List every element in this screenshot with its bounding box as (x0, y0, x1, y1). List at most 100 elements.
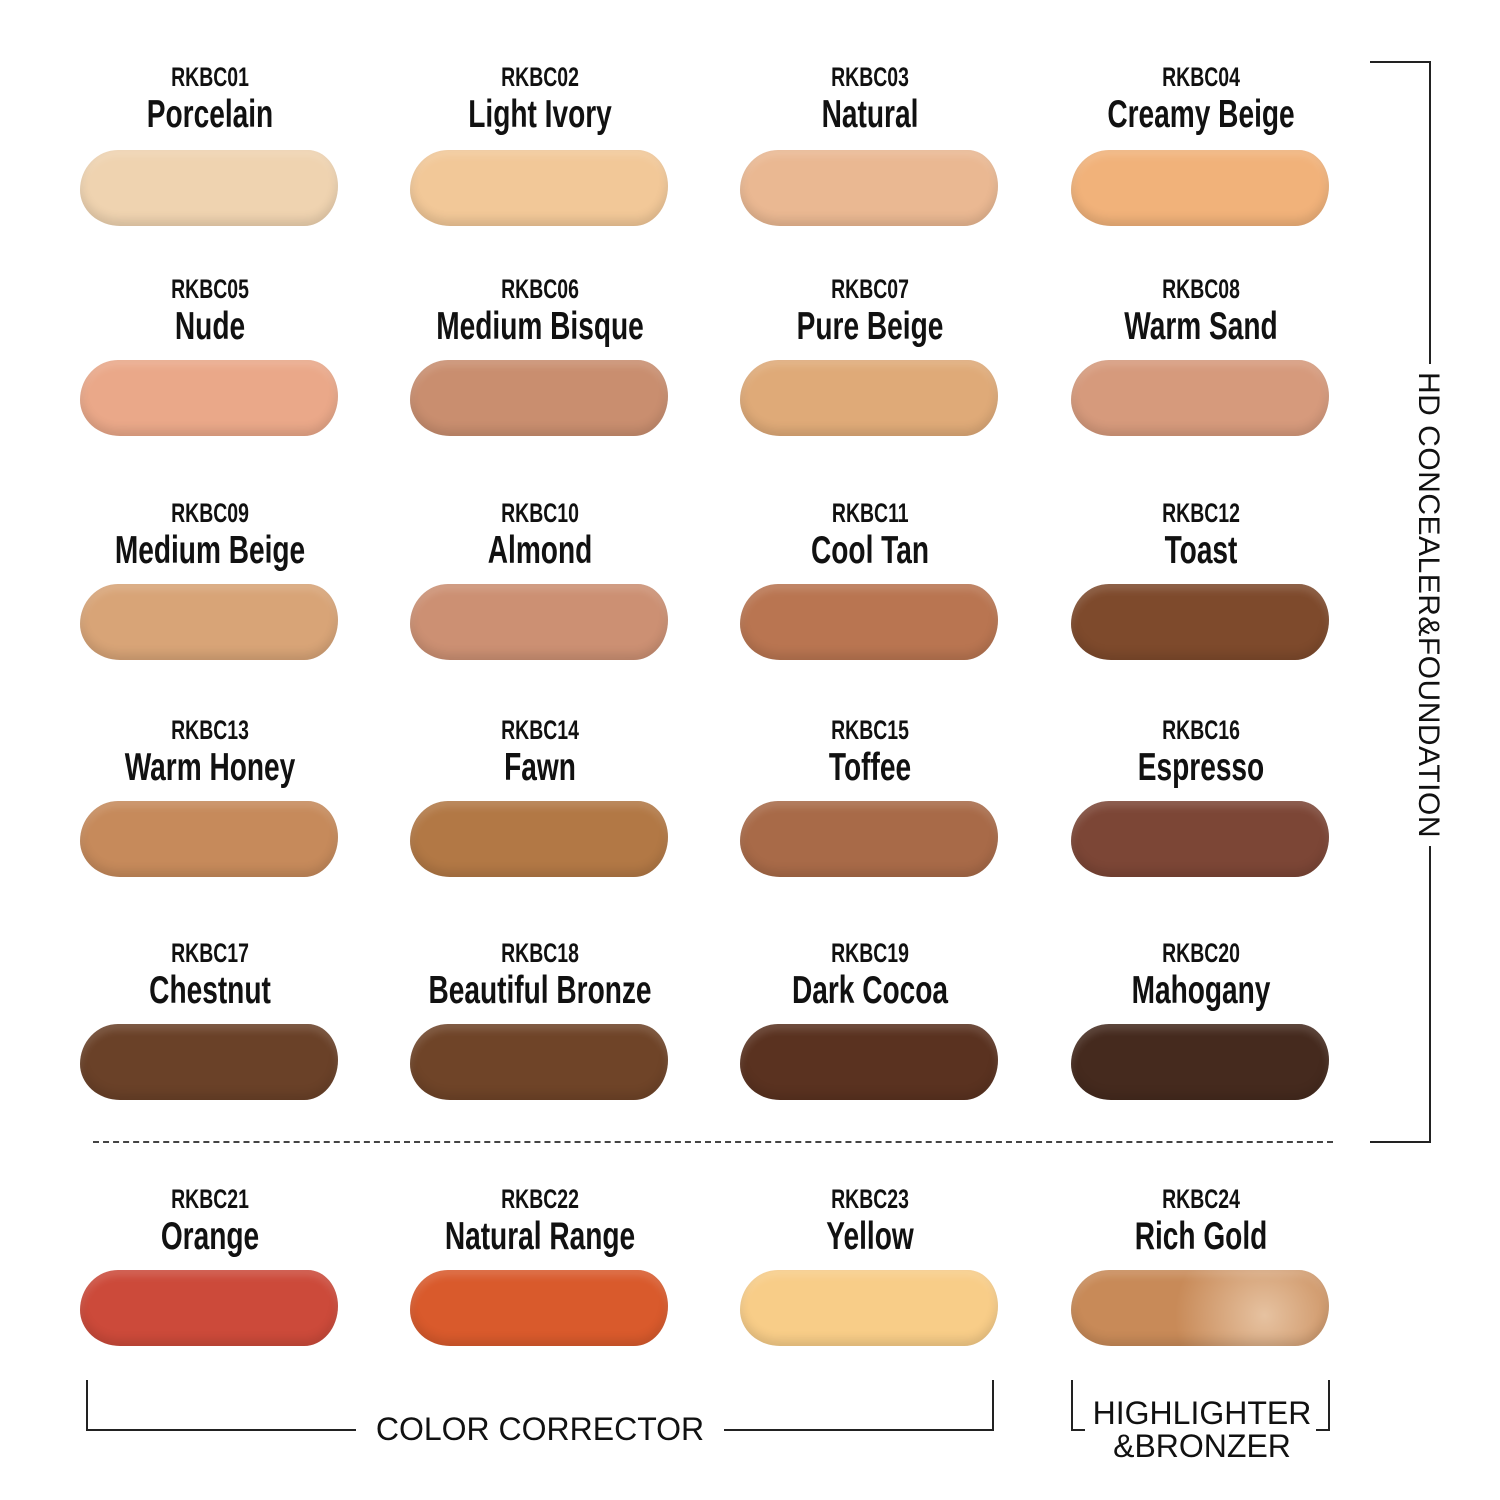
swatch-item: RKBC17 Chestnut (50, 938, 370, 1100)
shade-code: RKBC08 (1162, 274, 1240, 304)
color-swatch (410, 584, 668, 660)
highlighter-group-label: HIGHLIGHTER &BRONZER (1080, 1397, 1324, 1463)
shade-name: Dark Cocoa (791, 969, 949, 1012)
shade-code: RKBC07 (831, 274, 909, 304)
color-swatch (1071, 1024, 1329, 1100)
shade-code: RKBC15 (831, 715, 909, 745)
color-swatch (740, 150, 998, 226)
shade-code: RKBC06 (501, 274, 579, 304)
shade-name: Orange (160, 1215, 260, 1258)
swatch-item: RKBC18 Beautiful Bronze (380, 938, 700, 1100)
shade-name: Pure Beige (796, 305, 944, 348)
swatch-item: RKBC02 Light Ivory (380, 62, 700, 226)
color-swatch (740, 360, 998, 436)
color-swatch (410, 360, 668, 436)
shade-code: RKBC21 (171, 1184, 249, 1214)
shade-code: RKBC20 (1162, 938, 1240, 968)
shade-name: Creamy Beige (1107, 93, 1295, 136)
section-divider (93, 1141, 1333, 1143)
swatch-item: RKBC12 Toast (1041, 498, 1361, 660)
swatch-item: RKBC20 Mahogany (1041, 938, 1361, 1100)
color-swatch (1071, 584, 1329, 660)
shade-code: RKBC11 (831, 498, 909, 528)
shade-code: RKBC22 (501, 1184, 579, 1214)
shade-name: Warm Honey (124, 746, 296, 789)
shade-name: Porcelain (146, 93, 274, 136)
color-swatch (80, 584, 338, 660)
shade-code: RKBC05 (171, 274, 249, 304)
swatch-item: RKBC11 Cool Tan (710, 498, 1030, 660)
corrector-group-label: COLOR CORRECTOR (375, 1411, 705, 1447)
shade-code: RKBC18 (501, 938, 579, 968)
bracket-line (992, 1380, 994, 1431)
shade-code: RKBC04 (1162, 62, 1240, 92)
swatch-item: RKBC03 Natural (710, 62, 1030, 226)
shade-code: RKBC17 (171, 938, 249, 968)
bracket-line (1071, 1380, 1073, 1431)
shade-code: RKBC12 (1162, 498, 1240, 528)
shade-name: Toast (1164, 529, 1238, 572)
swatch-item: RKBC01 Porcelain (50, 62, 370, 226)
shade-code: RKBC14 (501, 715, 579, 745)
swatch-item: RKBC04 Creamy Beige (1041, 62, 1361, 226)
swatch-item: RKBC05 Nude (50, 274, 370, 436)
shade-name: Natural Range (444, 1215, 636, 1258)
shade-name: Medium Beige (114, 529, 306, 572)
shade-name: Warm Sand (1124, 305, 1278, 348)
shade-name: Nude (174, 305, 246, 348)
shade-name: Espresso (1137, 746, 1265, 789)
swatch-item: RKBC19 Dark Cocoa (710, 938, 1030, 1100)
bracket-line (1316, 1429, 1330, 1431)
swatch-item: RKBC06 Medium Bisque (380, 274, 700, 436)
swatch-item: RKBC09 Medium Beige (50, 498, 370, 660)
shade-name: Light Ivory (468, 93, 612, 136)
shade-code: RKBC02 (501, 62, 579, 92)
shade-code: RKBC01 (171, 62, 249, 92)
shade-name: Rich Gold (1134, 1215, 1268, 1258)
color-swatch (410, 1024, 668, 1100)
color-swatch (80, 1270, 338, 1346)
color-swatch (410, 801, 668, 877)
swatch-item: RKBC22 Natural Range (380, 1184, 700, 1346)
color-swatch (80, 360, 338, 436)
bracket-line (86, 1380, 88, 1431)
shade-name: Mahogany (1131, 969, 1271, 1012)
color-swatch (410, 1270, 668, 1346)
shade-name: Chestnut (149, 969, 271, 1012)
swatch-item: RKBC07 Pure Beige (710, 274, 1030, 436)
color-swatch (740, 801, 998, 877)
shade-code: RKBC23 (831, 1184, 909, 1214)
bracket-line (1370, 1141, 1430, 1143)
swatch-item: RKBC16 Espresso (1041, 715, 1361, 877)
swatch-item: RKBC24 Rich Gold (1041, 1184, 1361, 1346)
highlighter-label-line1: HIGHLIGHTER (1092, 1395, 1312, 1431)
color-swatch (410, 150, 668, 226)
shade-code: RKBC03 (831, 62, 909, 92)
color-swatch (1071, 1270, 1329, 1346)
bracket-line (724, 1429, 994, 1431)
shade-code: RKBC09 (171, 498, 249, 528)
color-swatch (740, 584, 998, 660)
bracket-line (1071, 1429, 1085, 1431)
bracket-line (86, 1429, 356, 1431)
bracket-line (1328, 1380, 1330, 1431)
highlighter-label-line2: &BRONZER (1113, 1428, 1291, 1464)
shade-code: RKBC19 (831, 938, 909, 968)
color-swatch (1071, 801, 1329, 877)
shade-code: RKBC16 (1162, 715, 1240, 745)
color-swatch (80, 150, 338, 226)
swatch-item: RKBC21 Orange (50, 1184, 370, 1346)
foundation-group-label: HD CONCEALER&FOUNDATION (1411, 364, 1445, 846)
shade-name: Cool Tan (810, 529, 930, 572)
shade-name: Natural (821, 93, 919, 136)
shade-name: Yellow (826, 1215, 914, 1258)
shade-name: Medium Bisque (436, 305, 644, 348)
color-swatch (80, 1024, 338, 1100)
shade-name: Almond (487, 529, 593, 572)
swatch-item: RKBC14 Fawn (380, 715, 700, 877)
color-swatch (1071, 360, 1329, 436)
shade-code: RKBC10 (501, 498, 579, 528)
color-swatch (1071, 150, 1329, 226)
shade-name: Toffee (828, 746, 912, 789)
